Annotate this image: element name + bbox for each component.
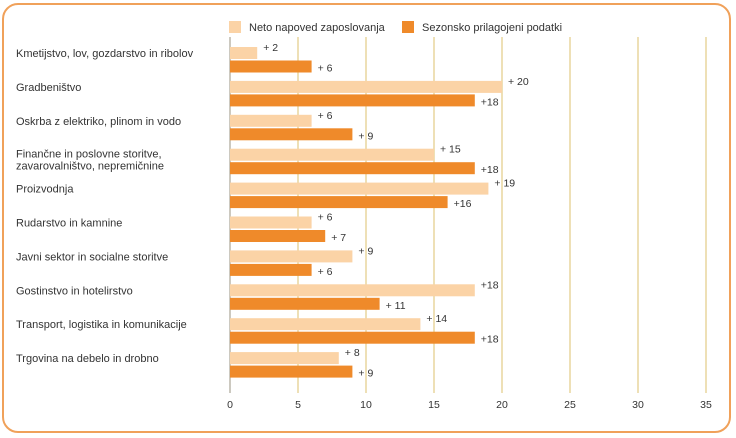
bar xyxy=(230,284,475,297)
category-label: Proizvodnja xyxy=(16,184,74,196)
bar xyxy=(230,196,448,209)
bar xyxy=(230,60,312,73)
x-tick-label: 5 xyxy=(295,399,301,411)
bar xyxy=(230,352,339,365)
chart-frame xyxy=(2,3,731,433)
value-label: +18 xyxy=(481,334,499,346)
value-label: + 6 xyxy=(318,63,333,75)
legend-label: Neto napoved zaposlovanja xyxy=(249,22,386,34)
value-label: + 6 xyxy=(318,110,333,122)
value-label: +18 xyxy=(481,279,499,291)
category-label: Transport, logistika in komunikacije xyxy=(16,319,187,331)
value-label: +18 xyxy=(481,96,499,108)
bar xyxy=(230,128,353,141)
category-label: Kmetijstvo, lov, gozdarstvo in ribolov xyxy=(16,48,194,60)
labels: 0 5 10 15 20 25 30 35 + 2 + 6 Kmetijstvo, lov, goz… xyxy=(16,42,712,411)
bar xyxy=(230,94,475,107)
category-label: Gradbeništvo xyxy=(16,82,81,94)
legend-swatch xyxy=(402,21,414,33)
bar xyxy=(230,162,475,175)
legend-swatch xyxy=(229,21,241,33)
value-label: + 20 xyxy=(508,76,529,88)
bar xyxy=(230,47,258,59)
value-label: + 7 xyxy=(331,232,346,244)
bar xyxy=(230,148,434,161)
value-label: +16 xyxy=(454,198,472,210)
value-label: + 19 xyxy=(494,178,515,190)
bar xyxy=(230,182,489,195)
category-label: Oskrba z elektriko, plinom in vodo xyxy=(16,116,181,128)
legend: Neto napoved zaposlovanja Sezonsko prilag… xyxy=(229,21,562,34)
value-label: + 9 xyxy=(358,245,373,257)
category-label: zavarovalništvo, nepremičnine xyxy=(16,161,164,173)
value-label: + 2 xyxy=(263,42,278,54)
bar xyxy=(230,250,353,263)
bar xyxy=(230,365,353,378)
bar xyxy=(230,318,421,331)
category-label: Rudarstvo in kamnine xyxy=(16,218,122,230)
x-tick-label: 0 xyxy=(227,399,233,411)
x-tick-label: 35 xyxy=(700,399,712,411)
value-label: + 15 xyxy=(440,144,461,156)
bars xyxy=(230,47,502,378)
category-label: Gostinstvo in hotelirstvo xyxy=(16,285,133,297)
value-label: + 9 xyxy=(358,130,373,142)
x-tick-label: 20 xyxy=(496,399,508,411)
bar xyxy=(230,297,380,310)
bar xyxy=(230,263,312,276)
bar xyxy=(230,80,502,93)
value-label: +18 xyxy=(481,164,499,176)
value-label: + 8 xyxy=(345,347,360,359)
bar xyxy=(230,230,326,242)
value-label: + 6 xyxy=(318,212,333,224)
value-label: + 9 xyxy=(358,368,373,380)
x-tick-label: 15 xyxy=(428,399,440,411)
category-label: Javni sektor in socialne storitve xyxy=(16,251,168,263)
value-label: + 11 xyxy=(386,300,406,312)
value-label: + 14 xyxy=(426,313,447,325)
legend-label: Sezonsko prilagojeni podatki xyxy=(422,22,562,34)
category-label: Trgovina na debelo in drobno xyxy=(16,353,159,365)
x-tick-label: 10 xyxy=(360,399,372,411)
bar xyxy=(230,331,475,344)
x-tick-label: 25 xyxy=(564,399,576,411)
x-tick-label: 30 xyxy=(632,399,644,411)
bar xyxy=(230,216,312,229)
category-label: Finančne in poslovne storitve, xyxy=(16,149,162,161)
bar xyxy=(230,114,312,127)
value-label: + 6 xyxy=(318,266,333,278)
